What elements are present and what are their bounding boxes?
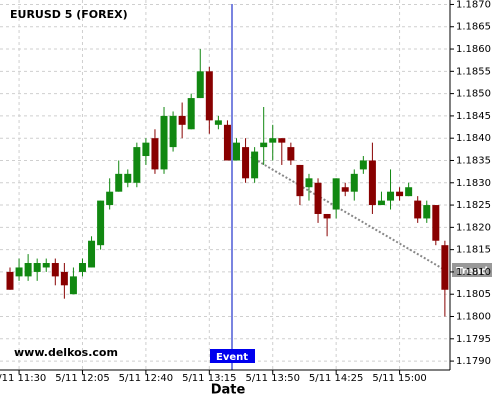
candle-body xyxy=(396,191,404,197)
y-tick-label: 1.1805 xyxy=(456,289,491,300)
candle-body xyxy=(314,182,322,214)
candle-body xyxy=(69,276,77,295)
candle-body xyxy=(387,191,395,201)
chart-title: EURUSD 5 (FOREX) xyxy=(10,8,128,21)
y-tick-label: 1.1830 xyxy=(456,178,491,189)
y-tick-label: 1.1870 xyxy=(456,0,491,10)
candle-body xyxy=(78,263,86,272)
candle-body xyxy=(33,263,41,272)
x-tick-label: 5/11 13:15 xyxy=(182,373,236,384)
y-tick-label: 1.1800 xyxy=(456,312,491,323)
grid xyxy=(0,0,450,370)
y-tick-label: 1.1860 xyxy=(456,44,491,55)
x-tick-label: 5/11 12:40 xyxy=(119,373,173,384)
candle-body xyxy=(368,160,376,206)
candle-body xyxy=(296,164,304,197)
y-tick-label: 1.1850 xyxy=(456,89,491,100)
y-tick-label: 1.1865 xyxy=(456,22,491,33)
candle-body xyxy=(15,267,23,277)
y-tick-label: 1.1840 xyxy=(456,133,491,144)
watermark: www.delkos.com xyxy=(14,346,118,359)
trend-label: Trend xyxy=(456,266,488,277)
candle-body xyxy=(432,205,440,241)
x-tick-label: 5/11 14:25 xyxy=(309,373,363,384)
candle-body xyxy=(187,98,195,130)
candle-body xyxy=(88,240,96,268)
y-tick-label: 1.1790 xyxy=(456,356,491,367)
candle-body xyxy=(233,142,240,161)
candle-body xyxy=(278,138,286,143)
candle-body xyxy=(350,173,358,192)
candle-body xyxy=(196,71,204,99)
candle-body xyxy=(332,178,340,210)
candle-body xyxy=(151,138,159,170)
candle-body xyxy=(377,200,385,206)
candle-body xyxy=(142,142,150,157)
candle-body xyxy=(160,115,168,170)
y-tick-label: 1.1820 xyxy=(456,222,491,233)
x-tick-label: 5/11 15:00 xyxy=(372,373,426,384)
candle-body xyxy=(269,138,277,143)
event-box xyxy=(210,349,255,363)
candle-body xyxy=(323,213,331,219)
candles xyxy=(6,49,449,317)
candle-body xyxy=(60,271,68,286)
candle-body xyxy=(51,263,59,277)
candle-body xyxy=(6,271,14,290)
y-tick-label: 1.1795 xyxy=(456,334,491,345)
y-tick-label: 1.1835 xyxy=(456,155,491,166)
candle-body xyxy=(115,173,123,192)
candle-body xyxy=(341,187,349,192)
candle-body xyxy=(97,200,105,246)
candle-body xyxy=(287,147,295,161)
candle-body xyxy=(214,120,222,125)
candle-body xyxy=(242,147,250,179)
candle-body xyxy=(106,191,114,206)
candle-body xyxy=(441,245,449,290)
candle-body xyxy=(260,142,268,148)
candle-body xyxy=(305,178,313,188)
y-tick-label: 1.1845 xyxy=(456,111,491,122)
x-tick-label: 5/11 12:05 xyxy=(55,373,109,384)
candle-body xyxy=(124,173,132,183)
y-tick-label: 1.1825 xyxy=(456,200,491,211)
candle-body xyxy=(405,187,413,197)
candle-body xyxy=(205,71,213,121)
y-tick-label: 1.1810 xyxy=(456,267,491,278)
x-axis-title: Date xyxy=(211,383,246,398)
y-tick-label: 1.1855 xyxy=(456,66,491,77)
candle-body xyxy=(251,151,259,179)
candle-body xyxy=(359,160,367,170)
candle-body xyxy=(423,205,431,219)
y-tick-label: 1.1815 xyxy=(456,245,491,256)
trend-line xyxy=(250,156,446,271)
candle-body xyxy=(24,263,32,277)
candle-body xyxy=(133,147,141,183)
candle-body xyxy=(414,200,422,219)
candle-body xyxy=(223,124,231,161)
x-tick-label: 5/11 13:50 xyxy=(246,373,300,384)
event-label: Event xyxy=(216,352,248,363)
x-tick-label: 5/11 11:30 xyxy=(0,373,46,384)
candle-body xyxy=(169,115,177,148)
candle-body xyxy=(178,115,186,125)
candle-body xyxy=(42,263,50,268)
trend-box xyxy=(452,263,492,277)
